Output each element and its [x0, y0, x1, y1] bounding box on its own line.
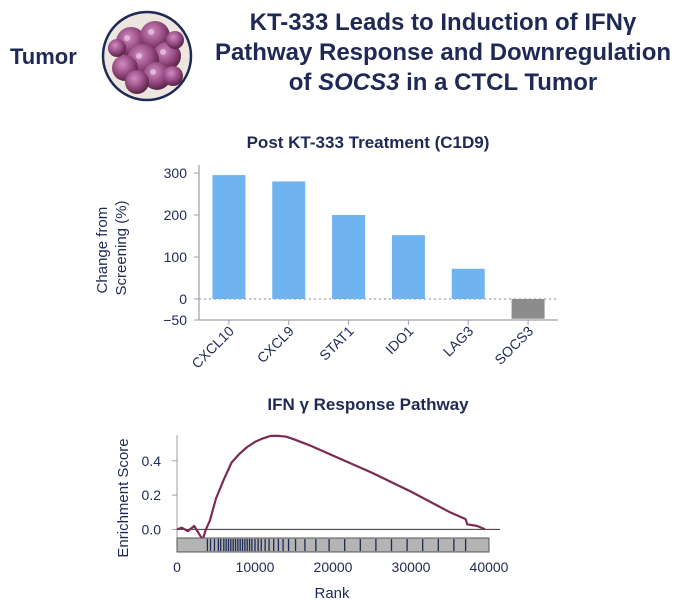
bar-ylabel-line2: Screening (%) [113, 200, 130, 295]
tumor-image [101, 10, 193, 102]
bar-chart-title: Post KT-333 Treatment (C1D9) [247, 133, 490, 152]
es-xtick-label: 0 [173, 559, 181, 575]
enrichment-chart: IFN γ Response Pathway Enrichment Score … [115, 395, 509, 602]
title-line-3: of SOCS3 in a CTCL Tumor [205, 68, 681, 98]
bar-chart: Post KT-333 Treatment (C1D9) Change from… [94, 133, 558, 372]
es-xtick-label: 10000 [236, 559, 275, 575]
es-xtick-label: 30000 [392, 559, 431, 575]
bar-x-ticks: CXCL10 CXCL9 STAT1 IDO1 LAG3 SOCS3 [188, 320, 536, 372]
rank-hits [206, 539, 467, 551]
title-line-2: Pathway Response and Downregulation [214, 39, 672, 66]
bar-y-ticks: −50 0 100 200 300 [163, 165, 199, 328]
bar-stat1 [332, 215, 366, 299]
bar-lag3 [451, 268, 485, 299]
bar-marks [212, 175, 545, 319]
es-curve-line [176, 434, 486, 541]
bar-cxcl9 [272, 181, 306, 299]
tumor-label: Tumor [10, 44, 77, 69]
es-ytick-label: 0.0 [142, 521, 162, 537]
es-chart-title: IFN γ Response Pathway [267, 395, 469, 414]
bar-xtick-label-stat1: STAT1 [316, 323, 357, 364]
svg-text:Change from Screening (%: Change from Screening (%) [94, 200, 130, 295]
es-y-ticks: 0.0 0.2 0.4 [142, 453, 177, 537]
bar-ytick-label: −50 [163, 312, 187, 328]
es-xtick-label: 20000 [314, 559, 353, 575]
bar-ylabel-line1: Change from [94, 207, 111, 294]
bar-xtick-label-lag3: LAG3 [440, 323, 477, 360]
bar-xtick-label-cxcl10: CXCL10 [188, 323, 237, 372]
title-line-3-post: in a CTCL Tumor [399, 69, 598, 96]
bar-xtick-label-socs3: SOCS3 [491, 323, 536, 368]
bar-ytick-label: 200 [164, 207, 188, 223]
title-line-1: KT-333 Leads to Induction of IFNγ [249, 9, 637, 36]
title-gene-socs3: SOCS3 [318, 69, 400, 96]
es-xtick-label: 40000 [470, 559, 509, 575]
es-xlabel: Rank [314, 585, 350, 602]
bar-socs3 [511, 299, 545, 319]
bar-cxcl10 [212, 175, 246, 299]
es-ylabel: Enrichment Score [115, 438, 132, 557]
es-ytick-label: 0.2 [142, 487, 162, 503]
bar-ytick-label: 0 [179, 291, 187, 307]
bar-xtick-label-ido1: IDO1 [382, 323, 417, 358]
bar-ido1 [391, 235, 425, 299]
bar-xtick-label-cxcl9: CXCL9 [254, 323, 297, 366]
figure-title: KT-333 Leads to Induction of IFNγ Pathwa… [205, 8, 681, 98]
bar-ytick-label: 100 [164, 249, 188, 265]
title-line-3-pre: of [288, 69, 319, 96]
es-ytick-label: 0.4 [142, 453, 162, 469]
bar-ytick-label: 300 [164, 165, 188, 181]
es-x-ticks: 0 10000 20000 30000 40000 [173, 559, 509, 575]
